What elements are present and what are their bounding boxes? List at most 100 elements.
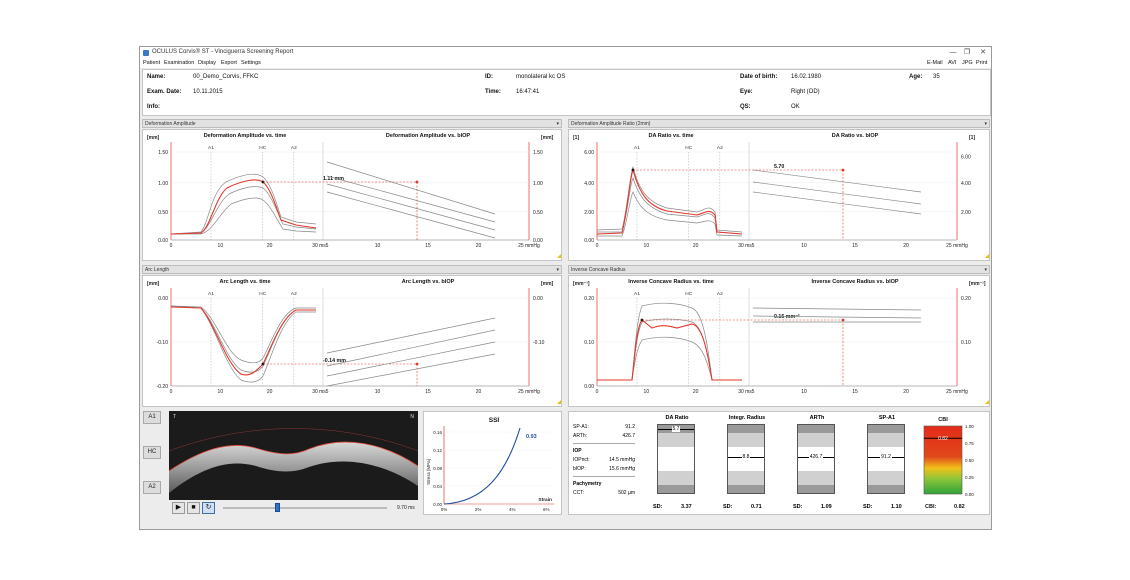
menu-export[interactable]: Export (221, 60, 237, 66)
gauge-title: ARTh (809, 415, 825, 421)
x-tick-label: 20 (903, 243, 909, 249)
cbi-tick: 1.00 (965, 424, 974, 429)
y-tick-label: 0.00 (158, 238, 168, 244)
section-title: Inverse Concave Radius (571, 267, 626, 273)
patient-curve (170, 179, 317, 235)
x-tick-label: 10 (375, 243, 381, 249)
x-tick-label: 30 ms (312, 389, 326, 395)
chevron-down-icon: ▾ (556, 121, 559, 127)
menu-settings[interactable]: Settings (241, 60, 261, 66)
gauge-lower-band (868, 471, 904, 485)
event-marker-label: A1 (208, 291, 214, 297)
normal-range-curve (596, 165, 743, 233)
x-tick-label: 20 (267, 243, 273, 249)
chart-title-iop: DA Ratio vs. bIOP (832, 133, 879, 139)
stop-button[interactable]: ■ (187, 502, 200, 514)
section-title: Deformation Amplitude Ratio (2mm) (571, 121, 651, 127)
scheimpflug-video[interactable]: T N (169, 411, 418, 500)
y-tick-label-right: 4.00 (961, 181, 971, 187)
temporal-label: T (173, 414, 177, 420)
event-marker-label: A1 (634, 145, 640, 151)
gauge-bar: 5.7 (657, 424, 695, 494)
param-value: 91.2 (625, 424, 635, 430)
menu-patient[interactable]: Patient (143, 60, 161, 66)
sd-value: 0.71 (751, 504, 762, 510)
loop-button[interactable]: ↻ (202, 502, 215, 514)
param-row: bIOP: 15.6 mmHg (573, 466, 635, 475)
cornea-image (169, 442, 418, 493)
iop-series-group (326, 317, 496, 387)
ssi-x-tick: 2% (475, 507, 482, 512)
close-button[interactable]: ✕ (980, 49, 986, 56)
sd-value: 1.10 (891, 504, 902, 510)
section-inverse-concave-radius[interactable]: Inverse Concave Radius ▾ (568, 265, 990, 274)
param-value: 426.7 (622, 433, 635, 439)
sd-label: SD: (653, 504, 663, 510)
normal-range-curve (170, 305, 316, 364)
cbi-tick: 0.00 (965, 492, 974, 497)
normal-range-curve (597, 336, 742, 381)
a1-frame-button[interactable]: A1 (143, 411, 161, 424)
hc-frame-button[interactable]: HC (143, 446, 161, 459)
video-slider-track[interactable] (223, 507, 387, 509)
gauge-upper-band (728, 433, 764, 447)
avi-button[interactable]: AVI (948, 60, 957, 66)
x-tick-label: 25 mmHg (518, 243, 540, 249)
video-slider-thumb[interactable] (275, 503, 281, 512)
maximize-button[interactable]: ❐ (963, 49, 971, 56)
y-tick-label: 1.00 (158, 181, 168, 187)
info-label: Info: (147, 104, 160, 110)
ssi-y-label: Stress [MPa] (426, 459, 431, 485)
minimize-button[interactable]: — (949, 49, 957, 56)
gauge-lower-band (798, 471, 834, 485)
dob-value: 16.02.1980 (791, 74, 822, 80)
cbi-color-bar (923, 425, 963, 495)
cbi-tick: 0.25 (965, 475, 974, 480)
iop-regression-line (326, 353, 496, 387)
menu-examination[interactable]: Examination (164, 60, 195, 66)
id-label: ID: (485, 74, 493, 80)
biop-point (415, 180, 419, 184)
gauge-bottom-band (658, 485, 694, 493)
print-button[interactable]: Print (976, 60, 988, 66)
x-tick-label: 5 (326, 389, 329, 395)
resize-grip-icon (557, 254, 561, 258)
jpg-button[interactable]: JPG (962, 60, 973, 66)
gauge-title: DA Ratio (665, 415, 689, 421)
x-tick-label: 0 (170, 243, 173, 249)
iop-regression-line (752, 191, 922, 215)
exam-date-value: 10.11.2015 (193, 89, 223, 95)
inverse-concave-radius-chart: [mm⁻¹] [mm⁻¹] Inverse Concave Radius vs. t… (573, 279, 989, 404)
param-row: ARTh: 426.7 (573, 433, 635, 442)
iop-series-group (752, 307, 922, 323)
play-button[interactable]: ▶ (172, 502, 185, 514)
cbi-tick: 0.50 (965, 458, 974, 463)
x-tick-label: 20 (476, 389, 482, 395)
y-tick-label: 0.10 (584, 340, 594, 346)
cbi-value: 0.82 (954, 504, 965, 510)
gauge-bottom-band (798, 485, 834, 493)
app-window: OCULUS Corvis® ST - Vinciguerra Screenin… (139, 46, 992, 530)
gauge-lower-band (658, 471, 694, 485)
y-tick-label: 4.00 (584, 181, 594, 187)
chart-title-time: Arc Length vs. time (219, 279, 270, 285)
ssi-x-tick: 4% (509, 507, 516, 512)
name-value: 00_Demo_Corvis, FFKC (193, 74, 259, 80)
section-da-ratio[interactable]: Deformation Amplitude Ratio (2mm) ▾ (568, 119, 990, 128)
section-deformation-amplitude[interactable]: Deformation Amplitude ▾ (142, 119, 562, 128)
id-value: monolateral kc OS (516, 74, 566, 80)
email-button[interactable]: E-Mail (927, 60, 943, 66)
section-arc-length[interactable]: Arc Length ▾ (142, 265, 562, 274)
x-tick-label: 30 ms (738, 389, 752, 395)
a2-frame-button[interactable]: A2 (143, 481, 161, 494)
normal-range-curve (597, 318, 742, 381)
menu-display[interactable]: Display (198, 60, 217, 66)
panel-arc-length: [mm] [mm] Arc Length vs. time Arc Length vs… (142, 275, 562, 407)
section-title: Deformation Amplitude (145, 121, 196, 127)
x-tick-label: 25 mmHg (946, 243, 968, 249)
chart-title-time: Deformation Amplitude vs. time (204, 133, 287, 139)
chart-title-time: DA Ratio vs. time (648, 133, 693, 139)
ssi-x-label: Strain (538, 497, 552, 503)
divider (573, 475, 635, 477)
panel-da-ratio: [1] [1] DA Ratio vs. time DA Ratio vs. bIOP… (568, 129, 990, 261)
